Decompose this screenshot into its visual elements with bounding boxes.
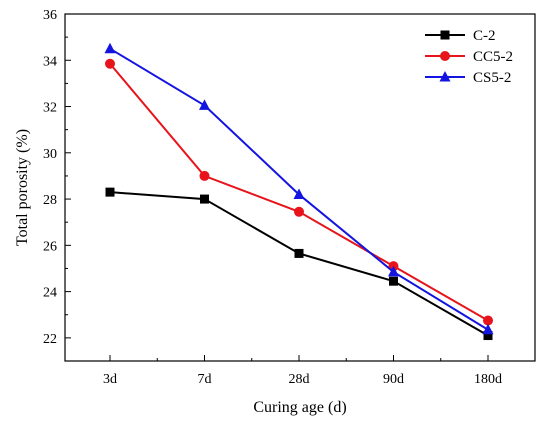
series-group: [104, 42, 494, 341]
y-tick-label: 32: [43, 101, 57, 116]
x-tick-label: 90d: [383, 372, 404, 387]
data-point: [105, 58, 115, 69]
legend-item: C-2: [425, 28, 496, 44]
y-tick-label: 28: [43, 193, 57, 208]
data-point: [294, 206, 304, 217]
y-tick-label: 24: [43, 286, 57, 301]
legend-label: CS5-2: [473, 70, 511, 86]
legend-label: C-2: [473, 28, 496, 44]
series-c-2: [105, 187, 493, 341]
data-point: [388, 265, 399, 277]
x-axis-title: Curing age (d): [253, 399, 346, 416]
data-point: [482, 323, 494, 335]
data-point: [483, 315, 493, 326]
y-tick-label: 36: [43, 8, 57, 23]
x-tick-label: 3d: [103, 372, 117, 387]
x-tick-label: 28d: [289, 372, 310, 387]
series-cs5-2: [104, 42, 494, 335]
data-point: [104, 42, 116, 54]
data-point: [200, 194, 209, 204]
y-tick-label: 30: [43, 147, 57, 162]
legend-marker: [439, 71, 451, 82]
y-tick-label: 26: [43, 239, 57, 254]
data-point: [105, 187, 115, 197]
legend-item: CC5-2: [425, 49, 513, 65]
data-point: [199, 170, 210, 181]
y-axis-title: Total porosity (%): [14, 129, 31, 246]
data-point: [389, 276, 398, 286]
x-tick-label: 180d: [474, 372, 502, 387]
data-point: [199, 99, 210, 110]
axes: [64, 13, 536, 362]
data-point: [294, 248, 304, 258]
y-tick-label: 34: [43, 54, 57, 69]
data-point: [293, 188, 305, 199]
x-tick-label: 7d: [198, 372, 212, 387]
data-point: [483, 331, 493, 341]
ticks: 22 24 26 28 30 32 34 36 3d 7d 28d 90d 180d: [43, 8, 502, 387]
legend-marker: [440, 51, 450, 61]
legend-label: CC5-2: [473, 49, 513, 65]
legend-marker: [440, 30, 450, 40]
plot-frame: [64, 13, 536, 362]
legend: C-2 CC5-2 CS5-2: [425, 28, 513, 86]
y-tick-label: 22: [43, 332, 57, 347]
legend-item: CS5-2: [425, 70, 511, 86]
